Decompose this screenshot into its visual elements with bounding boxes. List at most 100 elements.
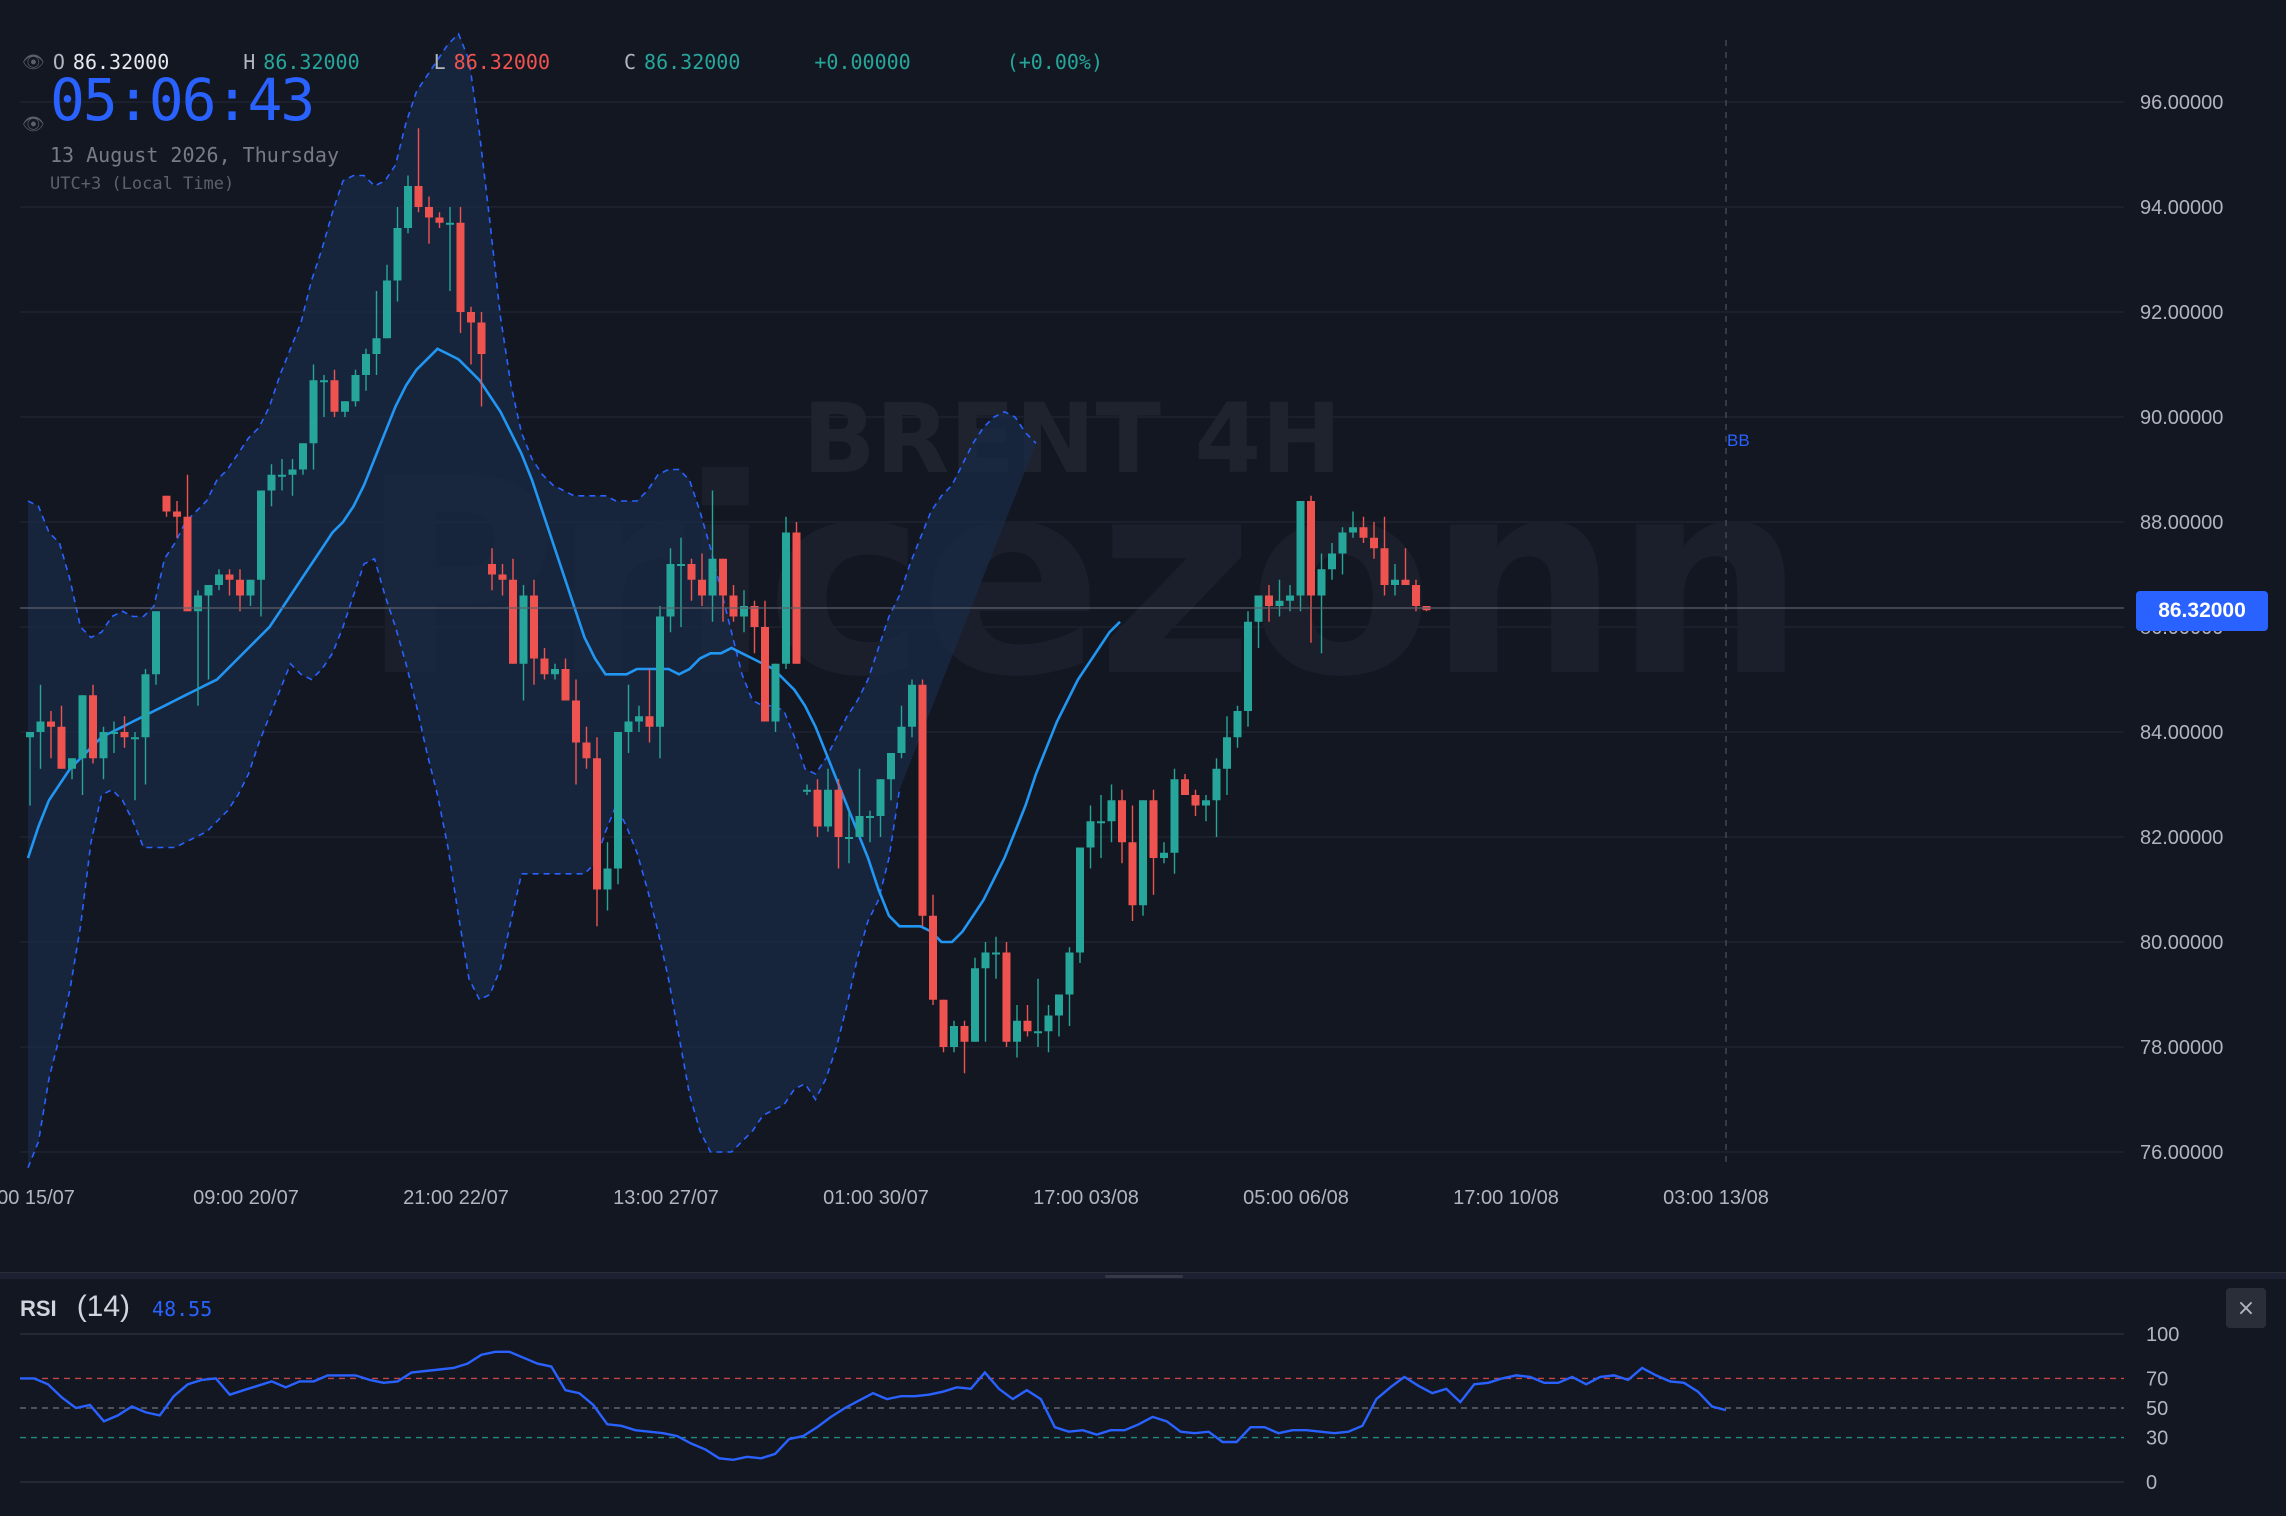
candlesticks[interactable]	[26, 128, 1431, 1074]
candle[interactable]	[1160, 842, 1168, 864]
candle[interactable]	[1307, 495, 1315, 643]
candle[interactable]	[1044, 1005, 1053, 1053]
candle[interactable]	[887, 753, 895, 801]
candle[interactable]	[309, 364, 318, 470]
candle[interactable]	[645, 669, 654, 743]
rsi-chart[interactable]: 100 70 50 30 0	[0, 1280, 2286, 1516]
candle[interactable]	[246, 579, 255, 606]
candle[interactable]	[561, 658, 570, 701]
eye-icon[interactable]: 👁	[22, 51, 45, 73]
candle[interactable]	[960, 1020, 969, 1074]
candle[interactable]	[1212, 758, 1221, 837]
candle[interactable]	[110, 721, 118, 754]
candle[interactable]	[719, 558, 727, 622]
candle[interactable]	[1317, 553, 1326, 654]
candle[interactable]	[582, 726, 591, 769]
candle[interactable]	[876, 779, 885, 837]
candle[interactable]	[782, 516, 790, 669]
candle[interactable]	[351, 369, 360, 407]
candle[interactable]	[551, 663, 559, 680]
candle[interactable]	[372, 291, 381, 375]
candle[interactable]	[278, 459, 286, 491]
candle[interactable]	[435, 212, 444, 228]
candle[interactable]	[761, 600, 769, 722]
candle[interactable]	[1065, 947, 1074, 1026]
candle[interactable]	[687, 558, 696, 601]
candle[interactable]	[824, 768, 832, 832]
candle[interactable]	[1202, 795, 1210, 822]
candle[interactable]	[603, 842, 612, 911]
candle[interactable]	[1170, 768, 1179, 874]
candle[interactable]	[813, 779, 822, 837]
candle[interactable]	[477, 312, 486, 407]
candle[interactable]	[614, 732, 622, 885]
candle[interactable]	[845, 810, 853, 864]
candle[interactable]	[635, 705, 643, 732]
candle[interactable]	[57, 705, 66, 769]
candle[interactable]	[1391, 564, 1399, 596]
candle[interactable]	[509, 558, 517, 664]
candle[interactable]	[236, 569, 244, 612]
candle[interactable]	[1149, 789, 1158, 895]
candle[interactable]	[750, 600, 759, 654]
candle[interactable]	[540, 648, 549, 680]
candle[interactable]	[918, 679, 927, 927]
candle[interactable]	[1191, 789, 1200, 816]
candle[interactable]	[698, 553, 706, 607]
candle[interactable]	[215, 569, 223, 591]
candle[interactable]	[456, 207, 465, 333]
candle[interactable]	[414, 128, 423, 213]
candle[interactable]	[68, 758, 76, 780]
candle[interactable]	[425, 196, 433, 244]
candle[interactable]	[467, 306, 475, 365]
resize-handle[interactable]	[1105, 1275, 1183, 1278]
candle[interactable]	[1086, 805, 1095, 869]
candle[interactable]	[740, 590, 748, 633]
candle[interactable]	[939, 999, 948, 1053]
candle[interactable]	[120, 716, 129, 748]
candle[interactable]	[498, 564, 507, 596]
candle[interactable]	[362, 348, 370, 391]
candle[interactable]	[981, 942, 990, 1042]
candle[interactable]	[1233, 705, 1242, 748]
candle[interactable]	[341, 401, 349, 417]
candle[interactable]	[792, 522, 801, 664]
candle[interactable]	[950, 1020, 958, 1053]
candle[interactable]	[1013, 1005, 1021, 1058]
candle[interactable]	[1128, 805, 1137, 922]
candle[interactable]	[656, 606, 664, 759]
pane-divider[interactable]	[0, 1272, 2286, 1279]
candle[interactable]	[183, 474, 192, 612]
candle[interactable]	[1244, 611, 1252, 727]
candle[interactable]	[1275, 579, 1284, 617]
candle[interactable]	[1181, 774, 1189, 795]
candle[interactable]	[992, 936, 1000, 979]
candle[interactable]	[593, 737, 601, 927]
close-pane-button[interactable]: ×	[2226, 1288, 2266, 1328]
candle[interactable]	[677, 537, 685, 627]
candle[interactable]	[173, 501, 181, 538]
time-axis[interactable]: 00 15/07 09:00 20/07 21:00 22/07 13:00 27/0…	[0, 1187, 1769, 1209]
candle[interactable]	[152, 611, 160, 685]
candle[interactable]	[1338, 527, 1347, 575]
candle[interactable]	[1097, 795, 1105, 858]
candle[interactable]	[866, 810, 874, 843]
candle[interactable]	[141, 669, 150, 785]
candle[interactable]	[519, 585, 528, 701]
candle[interactable]	[1286, 585, 1294, 612]
price-chart[interactable]: Pricezonn BRENT 4H BB 96.0000094.0000092…	[0, 0, 2286, 1272]
candle[interactable]	[834, 779, 843, 869]
candle[interactable]	[1401, 548, 1410, 585]
candle[interactable]	[929, 894, 937, 1005]
candle[interactable]	[488, 548, 496, 591]
candle[interactable]	[897, 705, 906, 759]
candle[interactable]	[330, 369, 339, 417]
candle[interactable]	[204, 585, 213, 680]
candle[interactable]	[1412, 579, 1420, 612]
candle[interactable]	[1223, 716, 1231, 795]
candle[interactable]	[971, 957, 979, 1042]
candle[interactable]	[666, 548, 675, 633]
candle[interactable]	[908, 679, 916, 738]
candle[interactable]	[1328, 543, 1336, 580]
candle[interactable]	[1265, 585, 1273, 622]
